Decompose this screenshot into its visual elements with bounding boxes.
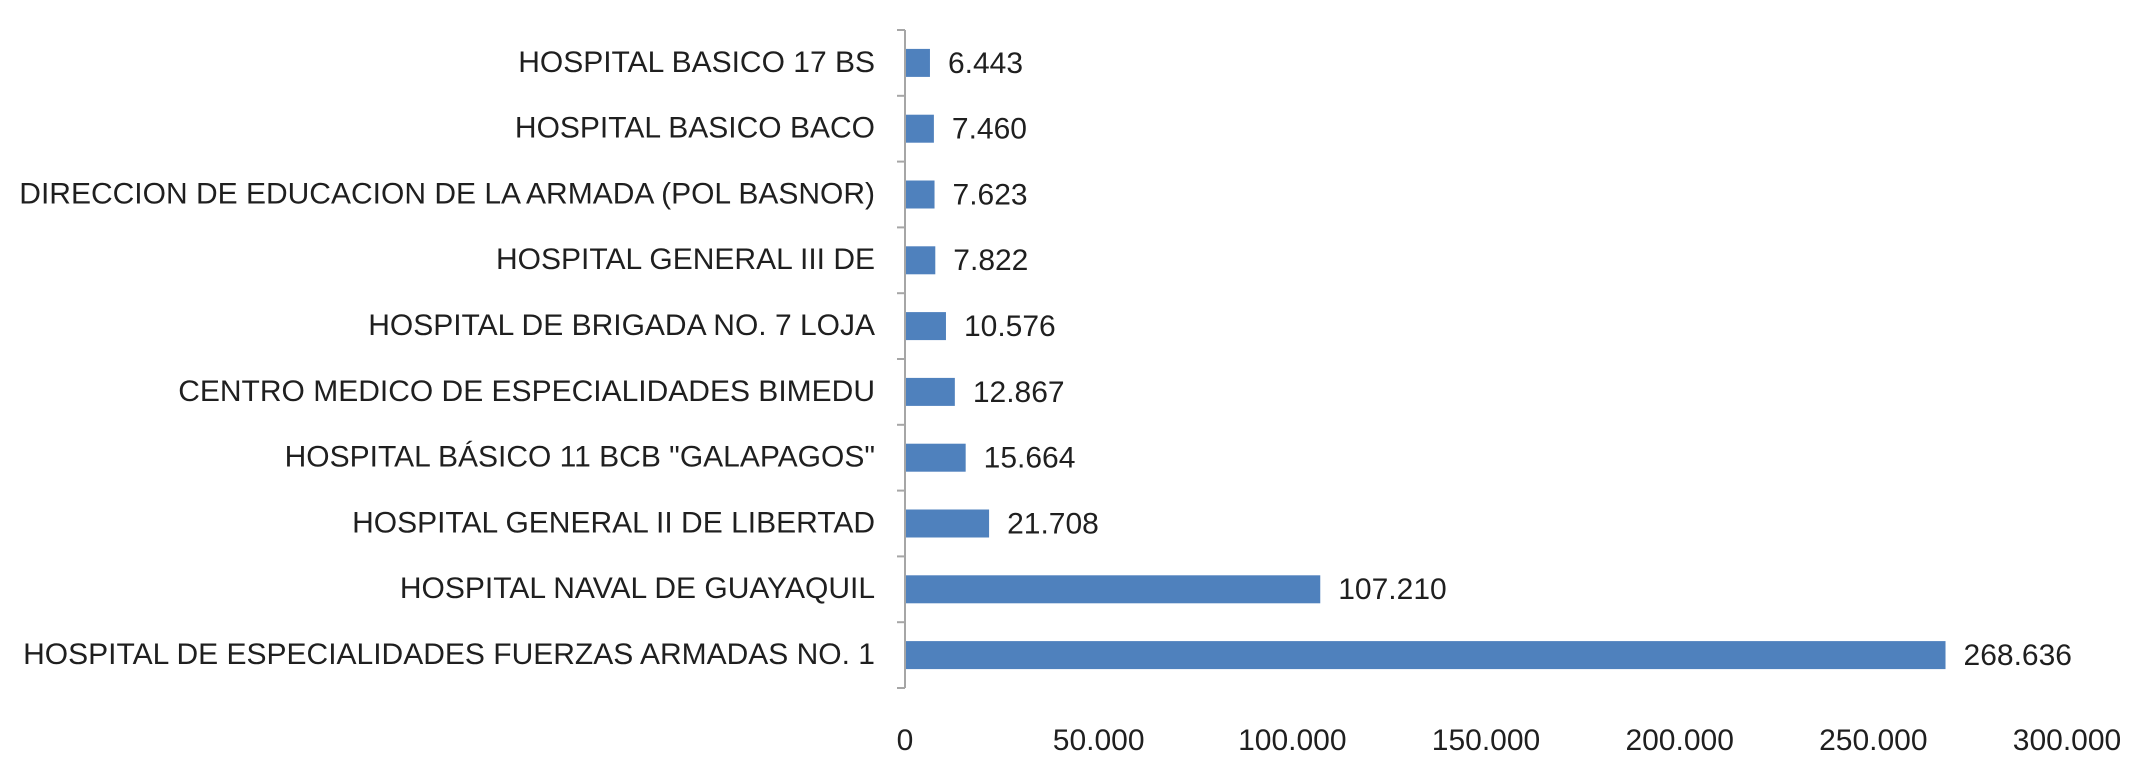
x-tick-label: 250.000: [1819, 724, 1927, 757]
category-label: HOSPITAL BÁSICO 11 BCB "GALAPAGOS": [285, 441, 875, 474]
x-tick-label: 50.000: [1053, 724, 1145, 757]
bar: [905, 509, 990, 538]
data-label: 6.443: [948, 47, 1023, 80]
category-label: HOSPITAL DE ESPECIALIDADES FUERZAS ARMAD…: [23, 638, 875, 671]
data-label: 21.708: [1007, 507, 1099, 540]
data-label: 15.664: [984, 442, 1076, 475]
category-label: HOSPITAL BASICO 17 BS: [518, 46, 875, 79]
category-label: HOSPITAL NAVAL DE GUAYAQUIL: [400, 572, 875, 605]
data-label: 7.822: [953, 244, 1028, 277]
data-label: 7.460: [952, 113, 1027, 146]
data-label: 7.623: [953, 178, 1028, 211]
category-label: CENTRO MEDICO DE ESPECIALIDADES BIMEDU: [178, 375, 875, 408]
x-tick-label: 150.000: [1432, 724, 1540, 757]
bar: [905, 641, 1946, 670]
bar: [905, 48, 930, 77]
bar: [905, 377, 955, 406]
data-label: 10.576: [964, 310, 1056, 343]
category-label: HOSPITAL GENERAL II DE LIBERTAD: [352, 506, 875, 539]
category-label: HOSPITAL GENERAL III DE: [496, 243, 875, 276]
category-label: HOSPITAL BASICO BACO: [515, 112, 875, 145]
bar: [905, 114, 934, 143]
data-label: 268.636: [1964, 639, 2072, 672]
value-labels-group: 6.443 7.460 7.623 7.822 10.576 12.867 15.664 21…: [948, 47, 2072, 672]
bars-group: [905, 48, 1946, 670]
category-label: DIRECCION DE EDUCACION DE LA ARMADA (POL…: [19, 177, 875, 210]
x-tick-label: 300.000: [2013, 724, 2121, 757]
x-tick-label: 100.000: [1238, 724, 1346, 757]
x-tick-label: 200.000: [1625, 724, 1733, 757]
category-labels-group: HOSPITAL BASICO 17 BS HOSPITAL BASICO BAC…: [19, 46, 875, 671]
bar: [905, 246, 936, 275]
x-ticks-group: 0 50.000 100.000 150.000 200.000 250.000 300.0…: [897, 724, 2122, 757]
axes-group: [897, 29, 906, 689]
data-label: 12.867: [973, 376, 1065, 409]
category-label: HOSPITAL DE BRIGADA NO. 7 LOJA: [368, 309, 875, 342]
x-tick-label: 0: [897, 724, 914, 757]
bar: [905, 575, 1321, 604]
bar: [905, 312, 946, 341]
bar: [905, 443, 966, 472]
data-label: 107.210: [1338, 573, 1446, 606]
bar: [905, 180, 935, 209]
